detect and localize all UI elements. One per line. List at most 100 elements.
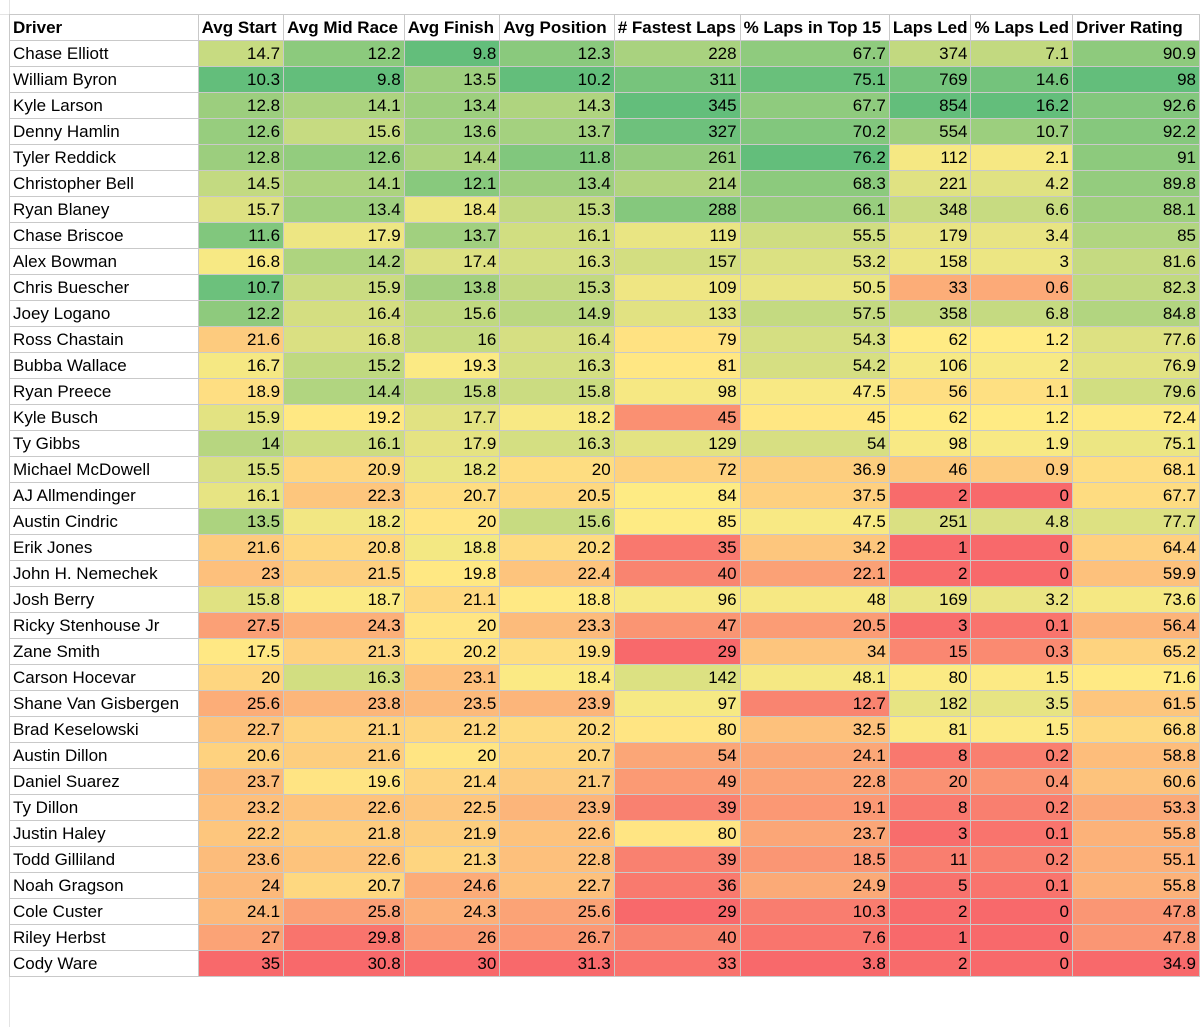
avg-mid-race-cell[interactable]: 20.7 bbox=[283, 872, 405, 899]
avg-mid-race-cell[interactable]: 17.9 bbox=[283, 222, 405, 249]
avg-mid-race-cell[interactable]: 23.8 bbox=[283, 690, 405, 717]
avg-position-cell[interactable]: 23.9 bbox=[499, 794, 615, 821]
driver-rating-cell[interactable]: 92.2 bbox=[1071, 118, 1200, 145]
driver-rating-cell[interactable]: 65.2 bbox=[1071, 638, 1200, 665]
pct-laps-top-15-cell[interactable]: 24.1 bbox=[739, 742, 890, 769]
header-fastest-laps[interactable]: # Fastest Laps bbox=[613, 14, 741, 41]
pct-laps-top-15-cell[interactable]: 45 bbox=[739, 404, 890, 431]
laps-led-cell[interactable]: 8 bbox=[888, 794, 972, 821]
avg-start-cell[interactable]: 12.8 bbox=[197, 144, 285, 171]
avg-position-cell[interactable]: 14.3 bbox=[499, 92, 615, 119]
avg-start-cell[interactable]: 27 bbox=[197, 924, 285, 951]
pct-laps-top-15-cell[interactable]: 19.1 bbox=[739, 794, 890, 821]
avg-finish-cell[interactable]: 18.8 bbox=[403, 534, 501, 561]
pct-laps-top-15-cell[interactable]: 70.2 bbox=[739, 118, 890, 145]
laps-led-cell[interactable]: 854 bbox=[888, 92, 972, 119]
fastest-laps-cell[interactable]: 29 bbox=[613, 638, 741, 665]
driver-cell[interactable]: Brad Keselowski bbox=[9, 716, 199, 743]
avg-finish-cell[interactable]: 20 bbox=[403, 612, 501, 639]
laps-led-cell[interactable]: 2 bbox=[888, 560, 972, 587]
driver-cell[interactable]: Justin Haley bbox=[9, 820, 199, 847]
avg-start-cell[interactable]: 22.2 bbox=[197, 820, 285, 847]
avg-mid-race-cell[interactable]: 19.6 bbox=[283, 768, 405, 795]
header-driver[interactable]: Driver bbox=[9, 14, 199, 41]
pct-laps-top-15-cell[interactable]: 47.5 bbox=[739, 508, 890, 535]
avg-finish-cell[interactable]: 14.4 bbox=[403, 144, 501, 171]
avg-position-cell[interactable]: 22.6 bbox=[499, 820, 615, 847]
pct-laps-led-cell[interactable]: 0 bbox=[970, 950, 1073, 977]
pct-laps-led-cell[interactable]: 16.2 bbox=[970, 92, 1073, 119]
pct-laps-top-15-cell[interactable]: 55.5 bbox=[739, 222, 890, 249]
laps-led-cell[interactable]: 2 bbox=[888, 482, 972, 509]
laps-led-cell[interactable]: 251 bbox=[888, 508, 972, 535]
avg-mid-race-cell[interactable]: 22.6 bbox=[283, 794, 405, 821]
driver-rating-cell[interactable]: 79.6 bbox=[1071, 378, 1200, 405]
avg-start-cell[interactable]: 27.5 bbox=[197, 612, 285, 639]
driver-cell[interactable]: Ross Chastain bbox=[9, 326, 199, 353]
avg-mid-race-cell[interactable]: 21.1 bbox=[283, 716, 405, 743]
avg-finish-cell[interactable]: 20 bbox=[403, 742, 501, 769]
avg-start-cell[interactable]: 15.8 bbox=[197, 586, 285, 613]
avg-mid-race-cell[interactable]: 20.9 bbox=[283, 456, 405, 483]
avg-start-cell[interactable]: 14 bbox=[197, 430, 285, 457]
laps-led-cell[interactable]: 182 bbox=[888, 690, 972, 717]
avg-position-cell[interactable]: 13.4 bbox=[499, 170, 615, 197]
avg-mid-race-cell[interactable]: 13.4 bbox=[283, 196, 405, 223]
fastest-laps-cell[interactable]: 36 bbox=[613, 872, 741, 899]
fastest-laps-cell[interactable]: 261 bbox=[613, 144, 741, 171]
pct-laps-top-15-cell[interactable]: 18.5 bbox=[739, 846, 890, 873]
avg-finish-cell[interactable]: 21.1 bbox=[403, 586, 501, 613]
driver-cell[interactable]: Todd Gilliland bbox=[9, 846, 199, 873]
laps-led-cell[interactable]: 98 bbox=[888, 430, 972, 457]
driver-rating-cell[interactable]: 91 bbox=[1071, 144, 1200, 171]
pct-laps-led-cell[interactable]: 0.2 bbox=[970, 846, 1073, 873]
avg-position-cell[interactable]: 16.3 bbox=[499, 248, 615, 275]
fastest-laps-cell[interactable]: 49 bbox=[613, 768, 741, 795]
driver-rating-cell[interactable]: 77.6 bbox=[1071, 326, 1200, 353]
fastest-laps-cell[interactable]: 40 bbox=[613, 924, 741, 951]
pct-laps-top-15-cell[interactable]: 22.1 bbox=[739, 560, 890, 587]
driver-rating-cell[interactable]: 68.1 bbox=[1071, 456, 1200, 483]
pct-laps-top-15-cell[interactable]: 57.5 bbox=[739, 300, 890, 327]
avg-mid-race-cell[interactable]: 12.2 bbox=[283, 40, 405, 67]
avg-start-cell[interactable]: 10.3 bbox=[197, 66, 285, 93]
avg-position-cell[interactable]: 26.7 bbox=[499, 924, 615, 951]
pct-laps-top-15-cell[interactable]: 76.2 bbox=[739, 144, 890, 171]
avg-position-cell[interactable]: 22.4 bbox=[499, 560, 615, 587]
avg-finish-cell[interactable]: 24.3 bbox=[403, 898, 501, 925]
laps-led-cell[interactable]: 221 bbox=[888, 170, 972, 197]
fastest-laps-cell[interactable]: 85 bbox=[613, 508, 741, 535]
pct-laps-led-cell[interactable]: 1.2 bbox=[970, 326, 1073, 353]
fastest-laps-cell[interactable]: 157 bbox=[613, 248, 741, 275]
pct-laps-top-15-cell[interactable]: 34.2 bbox=[739, 534, 890, 561]
pct-laps-led-cell[interactable]: 1.2 bbox=[970, 404, 1073, 431]
avg-finish-cell[interactable]: 12.1 bbox=[403, 170, 501, 197]
fastest-laps-cell[interactable]: 29 bbox=[613, 898, 741, 925]
avg-finish-cell[interactable]: 17.9 bbox=[403, 430, 501, 457]
driver-cell[interactable]: Chase Elliott bbox=[9, 40, 199, 67]
fastest-laps-cell[interactable]: 81 bbox=[613, 352, 741, 379]
driver-cell[interactable]: Cole Custer bbox=[9, 898, 199, 925]
avg-mid-race-cell[interactable]: 16.8 bbox=[283, 326, 405, 353]
driver-cell[interactable]: Alex Bowman bbox=[9, 248, 199, 275]
driver-rating-cell[interactable]: 90.9 bbox=[1071, 40, 1200, 67]
pct-laps-led-cell[interactable]: 0.1 bbox=[970, 612, 1073, 639]
fastest-laps-cell[interactable]: 47 bbox=[613, 612, 741, 639]
pct-laps-top-15-cell[interactable]: 10.3 bbox=[739, 898, 890, 925]
driver-cell[interactable]: Shane Van Gisbergen bbox=[9, 690, 199, 717]
driver-rating-cell[interactable]: 34.9 bbox=[1071, 950, 1200, 977]
driver-cell[interactable]: Ryan Blaney bbox=[9, 196, 199, 223]
pct-laps-led-cell[interactable]: 1.1 bbox=[970, 378, 1073, 405]
driver-rating-cell[interactable]: 64.4 bbox=[1071, 534, 1200, 561]
avg-finish-cell[interactable]: 18.4 bbox=[403, 196, 501, 223]
avg-start-cell[interactable]: 10.7 bbox=[197, 274, 285, 301]
avg-position-cell[interactable]: 23.9 bbox=[499, 690, 615, 717]
avg-mid-race-cell[interactable]: 20.8 bbox=[283, 534, 405, 561]
avg-mid-race-cell[interactable]: 9.8 bbox=[283, 66, 405, 93]
avg-start-cell[interactable]: 14.7 bbox=[197, 40, 285, 67]
pct-laps-top-15-cell[interactable]: 54 bbox=[739, 430, 890, 457]
pct-laps-top-15-cell[interactable]: 12.7 bbox=[739, 690, 890, 717]
avg-position-cell[interactable]: 15.6 bbox=[499, 508, 615, 535]
driver-cell[interactable]: AJ Allmendinger bbox=[9, 482, 199, 509]
header-driver-rating[interactable]: Driver Rating bbox=[1071, 14, 1200, 41]
